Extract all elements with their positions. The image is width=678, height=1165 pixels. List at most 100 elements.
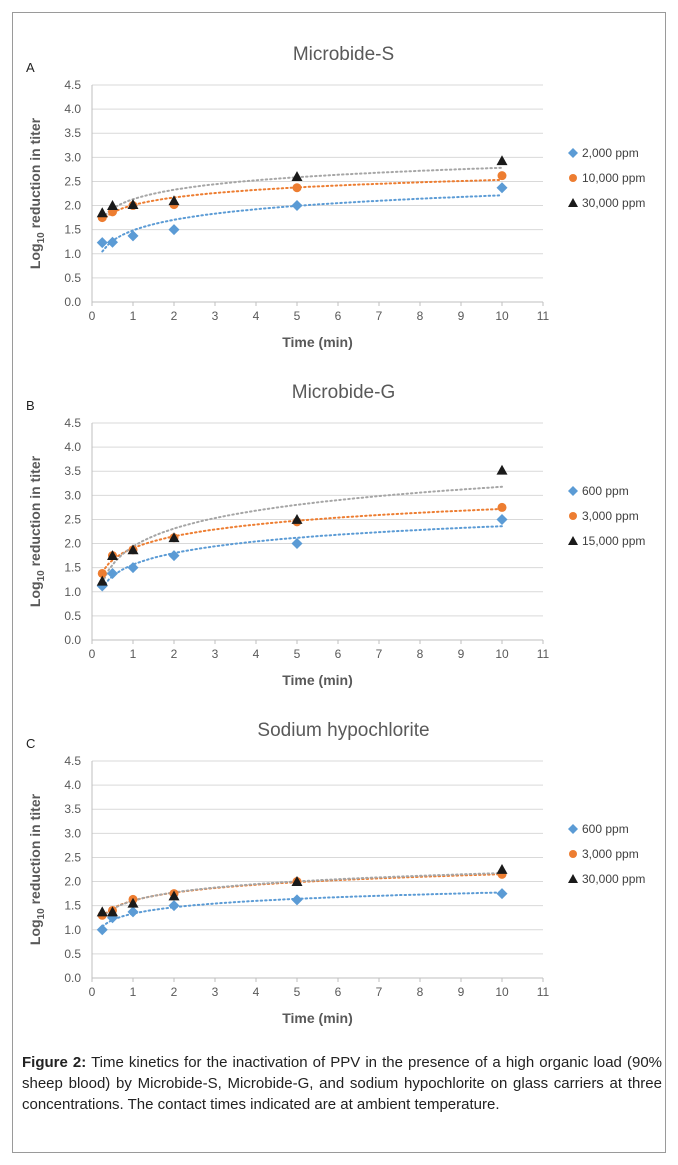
x-tick-label: 8 bbox=[417, 985, 424, 999]
chart-panel-a: A Microbide-S 0.0 0.5 1.0 1.5 2.0 2.5 3.0 3.5 4.0 4… bbox=[26, 44, 645, 350]
y-tick-label: 1.0 bbox=[64, 585, 81, 599]
y-tick-label: 0.0 bbox=[64, 633, 81, 647]
y-label-log: Log bbox=[27, 243, 43, 269]
panel-letter: B bbox=[26, 398, 35, 413]
legend-marker-diamond bbox=[568, 486, 578, 496]
trendline-diamond bbox=[101, 194, 503, 253]
data-point-diamond bbox=[496, 182, 508, 194]
y-tick-label: 3.0 bbox=[64, 150, 81, 164]
data-point-triangle bbox=[291, 513, 303, 524]
x-tick-label: 7 bbox=[376, 647, 383, 661]
x-tick-label: 1 bbox=[130, 647, 137, 661]
data-point-triangle bbox=[127, 199, 139, 209]
x-tick-label: 2 bbox=[171, 985, 178, 999]
data-point-triangle bbox=[496, 464, 508, 475]
data-point-diamond bbox=[96, 580, 108, 592]
legend-marker-triangle bbox=[568, 198, 578, 207]
y-axis-label: Log10 reduction in titer bbox=[27, 117, 47, 269]
data-point-triangle bbox=[96, 575, 108, 586]
legend-marker-triangle bbox=[568, 536, 578, 545]
y-tick-label: 3.0 bbox=[64, 826, 81, 840]
y-label-log: Log bbox=[27, 581, 43, 607]
x-tick-label: 4 bbox=[253, 647, 260, 661]
y-tick-label: 1.0 bbox=[64, 247, 81, 261]
data-point-diamond bbox=[107, 567, 118, 579]
legend-marker-diamond bbox=[568, 148, 578, 158]
data-point-circle bbox=[292, 183, 302, 193]
x-tick-label: 10 bbox=[495, 309, 509, 323]
x-tick-label: 3 bbox=[212, 647, 219, 661]
x-tick-label: 9 bbox=[458, 309, 465, 323]
x-tick-label: 4 bbox=[253, 309, 260, 323]
data-point-triangle bbox=[107, 550, 118, 561]
x-tick-label: 0 bbox=[89, 647, 96, 661]
y-tick-label: 4.5 bbox=[64, 416, 81, 430]
y-tick-label: 3.0 bbox=[64, 488, 81, 502]
legend-marker-circle bbox=[569, 512, 577, 520]
data-point-triangle bbox=[107, 200, 118, 210]
x-tick-label: 9 bbox=[458, 647, 465, 661]
x-tick-label: 11 bbox=[537, 309, 550, 323]
y-tick-label: 0.0 bbox=[64, 295, 81, 309]
y-label-rest: reduction in titer bbox=[27, 793, 43, 908]
legend-label: 30,000 ppm bbox=[582, 196, 645, 210]
data-point-diamond bbox=[96, 237, 108, 249]
x-tick-label: 10 bbox=[495, 985, 509, 999]
y-axis-label: Log10 reduction in titer bbox=[27, 455, 47, 607]
legend-label: 15,000 ppm bbox=[582, 534, 645, 548]
y-label-log: Log bbox=[27, 919, 43, 945]
x-tick-label: 5 bbox=[294, 309, 301, 323]
trendline-circle bbox=[101, 178, 503, 222]
legend-marker-triangle bbox=[568, 874, 578, 883]
caption-label: Figure 2: bbox=[22, 1054, 87, 1071]
y-tick-label: 2.0 bbox=[64, 537, 81, 551]
x-tick-label: 8 bbox=[417, 309, 424, 323]
y-tick-label: 0.5 bbox=[64, 609, 81, 623]
data-point-diamond bbox=[291, 538, 303, 550]
chart-panel-c: C Sodium hypochlorite 0.0 0.5 1.0 1.5 2.0 2.5 3.… bbox=[26, 720, 645, 1026]
x-axis-label: Time (min) bbox=[282, 334, 353, 350]
legend-label: 2,000 ppm bbox=[582, 146, 639, 160]
legend-label: 600 ppm bbox=[582, 484, 629, 498]
y-label-subscript: 10 bbox=[36, 908, 47, 920]
data-point-triangle bbox=[168, 890, 180, 901]
trendline-circle bbox=[101, 873, 503, 918]
chart-title: Microbide-S bbox=[293, 44, 394, 65]
y-tick-label: 3.5 bbox=[64, 464, 81, 478]
x-tick-label: 1 bbox=[130, 985, 137, 999]
y-label-rest: reduction in titer bbox=[27, 117, 43, 232]
x-tick-label: 0 bbox=[89, 309, 96, 323]
data-point-diamond bbox=[127, 230, 139, 242]
data-point-triangle bbox=[107, 906, 118, 917]
x-tick-label: 5 bbox=[294, 985, 301, 999]
y-tick-label: 4.0 bbox=[64, 778, 81, 792]
data-point-triangle bbox=[168, 195, 180, 206]
legend-label: 10,000 ppm bbox=[582, 171, 645, 185]
data-point-diamond bbox=[291, 894, 303, 906]
data-point-triangle bbox=[96, 906, 108, 917]
y-tick-label: 1.0 bbox=[64, 923, 81, 937]
x-tick-label: 11 bbox=[537, 647, 550, 661]
data-point-diamond bbox=[168, 550, 180, 562]
data-point-diamond bbox=[96, 924, 108, 936]
chart-title: Microbide-G bbox=[292, 382, 395, 403]
figure-caption: Figure 2: Time kinetics for the inactiva… bbox=[22, 1052, 662, 1115]
data-point-diamond bbox=[127, 906, 139, 918]
x-tick-label: 2 bbox=[171, 647, 178, 661]
x-tick-label: 8 bbox=[417, 647, 424, 661]
data-point-diamond bbox=[496, 888, 508, 900]
data-point-diamond bbox=[127, 562, 139, 574]
y-tick-label: 0.5 bbox=[64, 271, 81, 285]
data-point-diamond bbox=[291, 200, 303, 212]
data-point-triangle bbox=[496, 155, 508, 166]
trendline-diamond bbox=[101, 525, 503, 589]
y-tick-label: 1.5 bbox=[64, 223, 81, 237]
y-tick-label: 3.5 bbox=[64, 802, 81, 816]
trendline-triangle bbox=[101, 485, 503, 584]
figure-frame bbox=[12, 12, 666, 1153]
y-tick-label: 0.0 bbox=[64, 971, 81, 985]
y-label-subscript: 10 bbox=[36, 232, 47, 244]
y-tick-label: 0.5 bbox=[64, 947, 81, 961]
x-tick-label: 6 bbox=[335, 309, 342, 323]
y-axis-label: Log10 reduction in titer bbox=[27, 793, 47, 945]
